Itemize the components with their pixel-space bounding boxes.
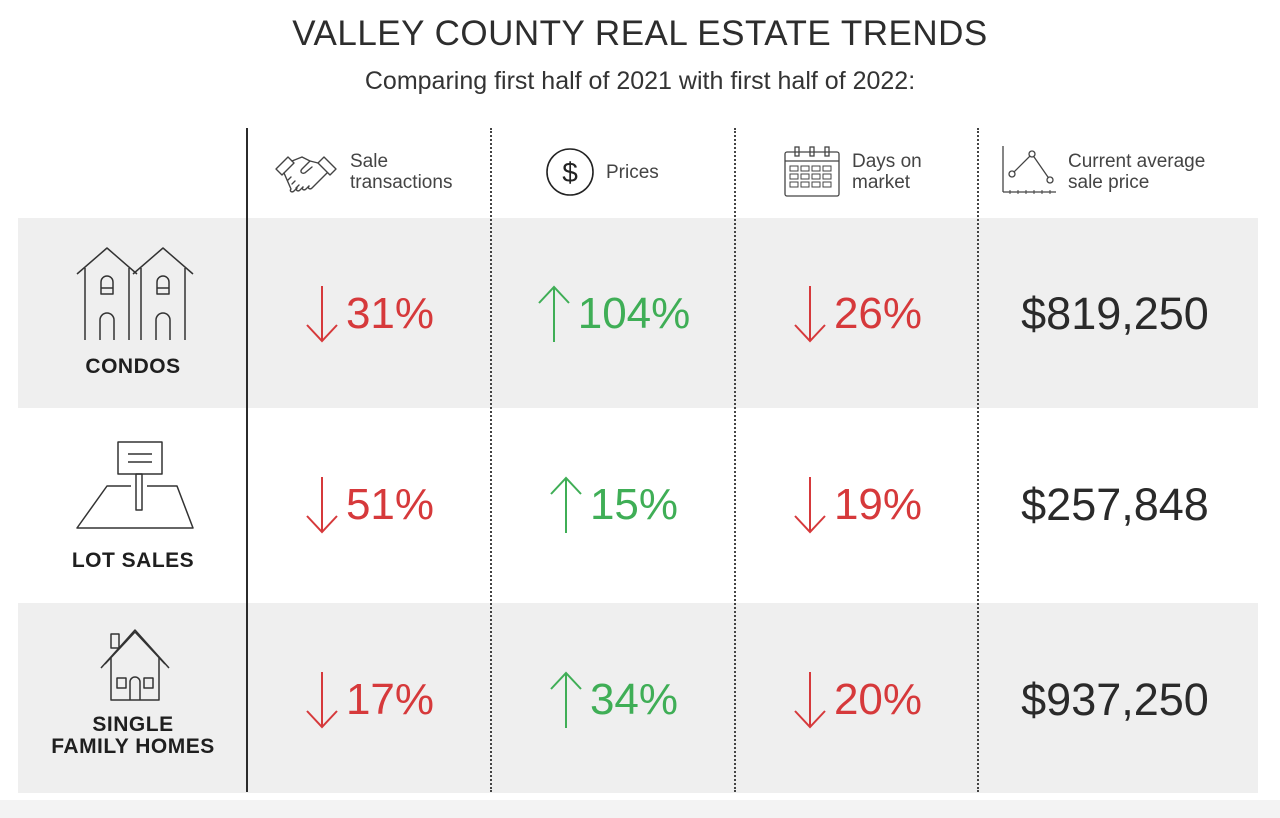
row-label-divider <box>246 128 248 792</box>
single-family-days-on-market: 20% <box>738 670 976 730</box>
calendar-icon <box>784 146 840 197</box>
handshake-icon <box>275 156 337 193</box>
row-label-line: SINGLE <box>92 713 174 736</box>
lot-sales-average-sale-price: $257,848 <box>980 475 1250 535</box>
row-label-lot-sales: LOT SALES <box>71 549 195 572</box>
house-icon-wrapper <box>60 626 210 711</box>
lot-sales-sale-transactions: 51% <box>250 475 488 535</box>
svg-text:$: $ <box>562 157 578 188</box>
dollar-circle-icon: $ <box>546 148 594 196</box>
arrow-down-icon <box>306 477 338 534</box>
row-label-line: FAMILY HOMES <box>51 735 215 758</box>
row-band-single-family <box>18 603 1258 793</box>
arrow-down-icon <box>794 477 826 534</box>
column-label: Days on market <box>852 151 922 193</box>
page-title: VALLEY COUNTY REAL ESTATE TRENDS <box>292 14 988 53</box>
change-value: 34% <box>589 675 679 724</box>
condos-average-sale-price: $819,250 <box>980 284 1250 344</box>
column-label: Sale transactions <box>350 151 453 193</box>
house-icon <box>100 629 170 701</box>
price-value: $819,250 <box>1021 288 1209 339</box>
arrow-up-icon <box>537 285 570 342</box>
change-value: 31% <box>345 289 435 338</box>
arrow-down-icon <box>794 672 826 729</box>
change-value: 20% <box>833 675 923 724</box>
condos-sale-transactions: 31% <box>250 284 488 344</box>
change-value: 51% <box>345 480 435 529</box>
column-header-prices: $ Prices <box>544 140 659 204</box>
column-header-sale-transactions: Sale transactions <box>272 140 480 204</box>
condos-icon-wrapper <box>60 244 210 349</box>
arrow-up-icon <box>550 476 582 533</box>
condos-prices: 104% <box>494 284 732 344</box>
lot-sales-days-on-market: 19% <box>738 475 976 535</box>
page-subtitle: Comparing first half of 2021 with first … <box>364 67 916 95</box>
column-divider-3 <box>977 128 979 792</box>
column-header-days-on-market: Days on market <box>782 140 942 204</box>
change-value: 15% <box>589 480 679 529</box>
change-value: 26% <box>833 289 923 338</box>
column-label: Current average sale price <box>1068 151 1206 193</box>
price-value: $257,848 <box>1021 479 1209 530</box>
change-value: 19% <box>833 480 923 529</box>
lot-sales-prices: 15% <box>494 475 732 535</box>
bottom-edge <box>0 800 1280 818</box>
column-label: Prices <box>606 161 659 183</box>
column-divider-2 <box>734 128 736 792</box>
condos-days-on-market: 26% <box>738 284 976 344</box>
single-family-average-sale-price: $937,250 <box>980 670 1250 730</box>
row-label-single-family-homes: SINGLE FAMILY HOMES <box>18 714 248 758</box>
line-chart-icon <box>1002 146 1056 194</box>
arrow-down-icon <box>306 672 338 729</box>
condos-icon <box>76 247 194 340</box>
arrow-down-icon <box>306 286 338 343</box>
lot-sign-icon-wrapper <box>60 438 210 539</box>
column-divider-1 <box>490 128 492 792</box>
row-band-condos <box>18 218 1258 408</box>
lot-sign-icon <box>76 441 194 529</box>
price-value: $937,250 <box>1021 674 1209 725</box>
single-family-prices: 34% <box>494 670 732 730</box>
arrow-up-icon <box>550 671 582 728</box>
change-value: 104% <box>577 289 691 338</box>
column-header-current-average-sale-price: Current average sale price <box>998 140 1228 204</box>
arrow-down-icon <box>794 286 826 343</box>
change-value: 17% <box>345 675 435 724</box>
row-label-condos: CONDOS <box>85 355 181 378</box>
single-family-sale-transactions: 17% <box>250 670 488 730</box>
